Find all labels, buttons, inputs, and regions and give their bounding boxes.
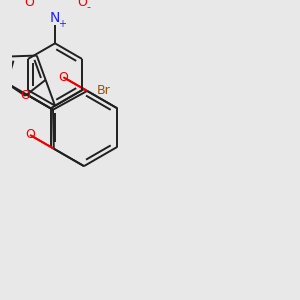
Text: Br: Br (97, 84, 110, 97)
Text: O: O (77, 0, 87, 10)
Text: O: O (58, 71, 68, 84)
Text: O: O (20, 89, 30, 102)
Text: O: O (24, 0, 34, 10)
Text: +: + (58, 19, 66, 29)
Text: O: O (25, 128, 35, 141)
Text: -: - (86, 3, 90, 13)
Text: N: N (50, 11, 60, 25)
